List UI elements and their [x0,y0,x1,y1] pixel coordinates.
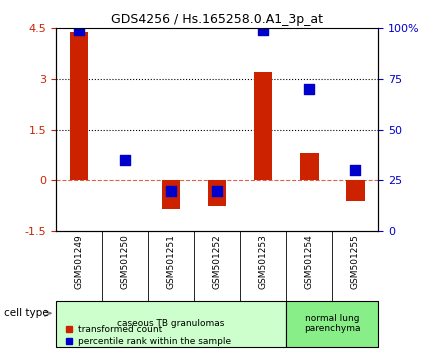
Text: GSM501249: GSM501249 [74,235,83,289]
Text: GSM501254: GSM501254 [305,235,314,289]
Text: GSM501255: GSM501255 [351,235,360,290]
Point [214,188,221,193]
Text: normal lung
parenchyma: normal lung parenchyma [304,314,361,333]
Bar [208,181,226,206]
Point [76,28,83,33]
Point [352,167,359,173]
Text: GSM501251: GSM501251 [166,235,175,290]
Point [122,157,129,163]
FancyBboxPatch shape [56,301,286,347]
Point [306,86,313,92]
Title: GDS4256 / Hs.165258.0.A1_3p_at: GDS4256 / Hs.165258.0.A1_3p_at [111,13,323,26]
Bar [346,181,365,201]
Legend: transformed count, percentile rank within the sample: transformed count, percentile rank withi… [60,321,234,349]
Bar [254,72,273,181]
Point [260,28,267,33]
Text: GSM501252: GSM501252 [213,235,221,289]
Point [168,188,175,193]
Text: caseous TB granulomas: caseous TB granulomas [117,319,225,328]
Text: cell type: cell type [4,308,49,318]
Bar [300,153,319,181]
Bar [162,181,180,209]
Text: GSM501250: GSM501250 [120,235,129,290]
FancyBboxPatch shape [286,301,378,347]
Text: GSM501253: GSM501253 [259,235,268,290]
Bar [70,32,88,181]
